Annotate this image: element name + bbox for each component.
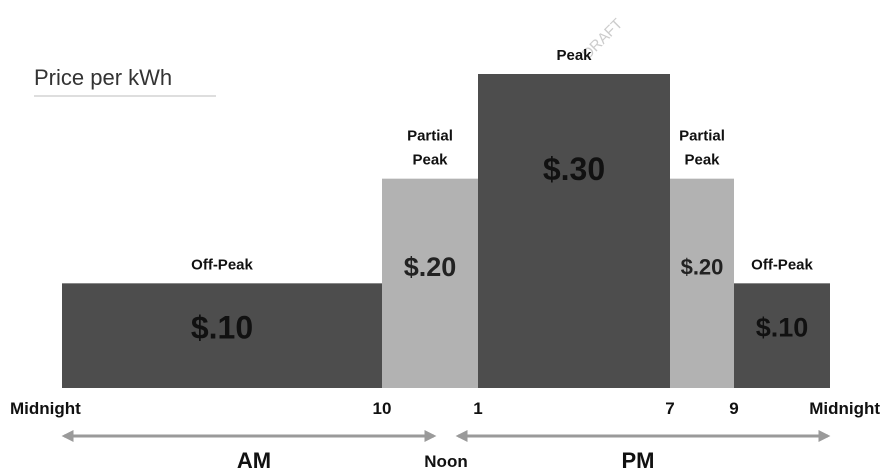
period-label-pm: PM [622, 448, 655, 472]
price-bars [62, 74, 830, 388]
price-label-1: $.10 [191, 309, 253, 345]
segment-label-5: Off-Peak [751, 256, 813, 273]
tick-label-1: Midnight [10, 399, 81, 418]
price-label-3: $.30 [543, 151, 605, 187]
period-label-am: AM [237, 448, 271, 472]
x-tick-labels: Midnight 10 1 7 9 Midnight [10, 399, 880, 418]
tick-label-4: 7 [665, 399, 674, 418]
segment-label-4-line-1: Partial [679, 128, 725, 145]
price-labels: $.10 $.20 $.30 $.20 $.10 [191, 151, 808, 345]
bar-3 [478, 74, 670, 388]
price-label-4: $.20 [681, 254, 724, 279]
segment-label-3: Peak [556, 47, 592, 64]
tick-label-3: 1 [473, 399, 482, 418]
segment-label-1: Off-Peak [191, 256, 253, 273]
noon-label: Noon [424, 452, 467, 471]
segment-label-4-line-2: Peak [684, 152, 720, 169]
tick-label-2: 10 [373, 399, 392, 418]
tick-label-6: Midnight [809, 399, 880, 418]
bar-4 [670, 178, 734, 388]
am-pm-arrows: AM PM [61, 430, 831, 472]
bar-5 [734, 283, 830, 388]
tick-label-5: 9 [729, 399, 738, 418]
segment-label-2-line-1: Partial [407, 128, 453, 145]
bar-1 [62, 283, 382, 388]
chart-title: Price per kWh [34, 65, 172, 90]
price-label-5: $.10 [756, 313, 809, 343]
segment-labels: Off-Peak Partial Peak Peak Partial Peak Off-Pe… [191, 47, 813, 273]
segment-label-2-line-2: Peak [412, 152, 448, 169]
price-label-2: $.20 [404, 252, 457, 282]
bar-2 [382, 178, 478, 388]
